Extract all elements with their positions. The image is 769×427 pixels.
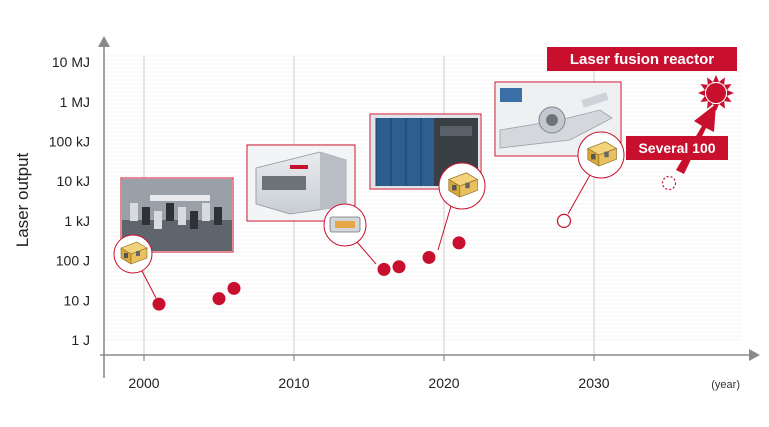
photo-component [214, 207, 222, 225]
photo-chamber-port [546, 114, 558, 126]
y-tick-label: 10 J [64, 292, 90, 308]
photo-component [178, 207, 186, 225]
laser-module-icon [329, 216, 361, 233]
laser-module-icon [587, 141, 618, 167]
photo-accent-stripe [290, 165, 308, 169]
data-point [452, 236, 466, 250]
several-100-label: Several 100 [638, 140, 715, 156]
grid [104, 55, 742, 355]
reactor-label: Laser fusion reactor [570, 51, 714, 68]
laser-module-icon [448, 172, 479, 198]
x-axis-arrow [749, 349, 760, 361]
photo-arm [581, 92, 609, 108]
callout-leader [437, 205, 452, 251]
photo-cabinet-blue [376, 118, 434, 186]
y-tick-label: 10 kJ [57, 173, 90, 189]
data-point [227, 281, 241, 295]
callout-leader [141, 270, 157, 299]
reactor-badge [547, 47, 737, 71]
photo-component [166, 203, 174, 221]
x-tick-label: 2020 [428, 375, 459, 391]
callout-leader [356, 241, 377, 265]
data-point [422, 250, 436, 264]
callout-2000s [113, 234, 157, 299]
photo-component [130, 203, 138, 221]
data-point-projected [556, 213, 572, 228]
y-tick-label: 100 kJ [49, 134, 90, 150]
callout-2030s [567, 131, 625, 215]
x-unit-label: (year) [711, 379, 740, 391]
annotations: Several 100 Laser fusion reactor [547, 47, 737, 174]
data-point [152, 297, 166, 311]
data-points [152, 175, 677, 311]
several-100-badge [626, 136, 728, 160]
photos [113, 81, 625, 299]
photo-component [142, 207, 150, 225]
x-tick-label: 2010 [278, 375, 309, 391]
data-point [377, 262, 391, 276]
data-point [212, 292, 226, 306]
y-tick-label: 1 J [71, 332, 90, 348]
laser-module-icon [120, 241, 148, 265]
axes: 1 J 10 J 100 J 1 kJ 10 kJ 100 kJ 1 MJ 10 MJ 2000… [13, 36, 760, 391]
photo-component [202, 203, 210, 221]
photo-display [440, 126, 472, 136]
y-tick-label: 1 kJ [64, 213, 90, 229]
x-tick-label: 2000 [128, 375, 159, 391]
y-tick-label: 10 MJ [52, 54, 90, 70]
callout-2020s [437, 162, 486, 251]
photo-rail [150, 195, 210, 201]
y-axis-arrow [98, 36, 110, 47]
photo-component [190, 211, 198, 229]
y-tick-label: 1 MJ [60, 94, 90, 110]
y-tick-label: 100 J [56, 253, 90, 269]
photo-machine-side [320, 152, 346, 210]
photo-screen [500, 88, 522, 102]
sun-icon [698, 75, 734, 111]
callout-2010s [323, 203, 377, 265]
callout-leader [567, 174, 591, 215]
data-point-projected [661, 175, 677, 191]
photo-component [154, 211, 162, 229]
x-tick-label: 2030 [578, 375, 609, 391]
y-axis-title: Laser output [13, 152, 32, 247]
photo-window [262, 176, 306, 190]
data-point [392, 260, 406, 274]
